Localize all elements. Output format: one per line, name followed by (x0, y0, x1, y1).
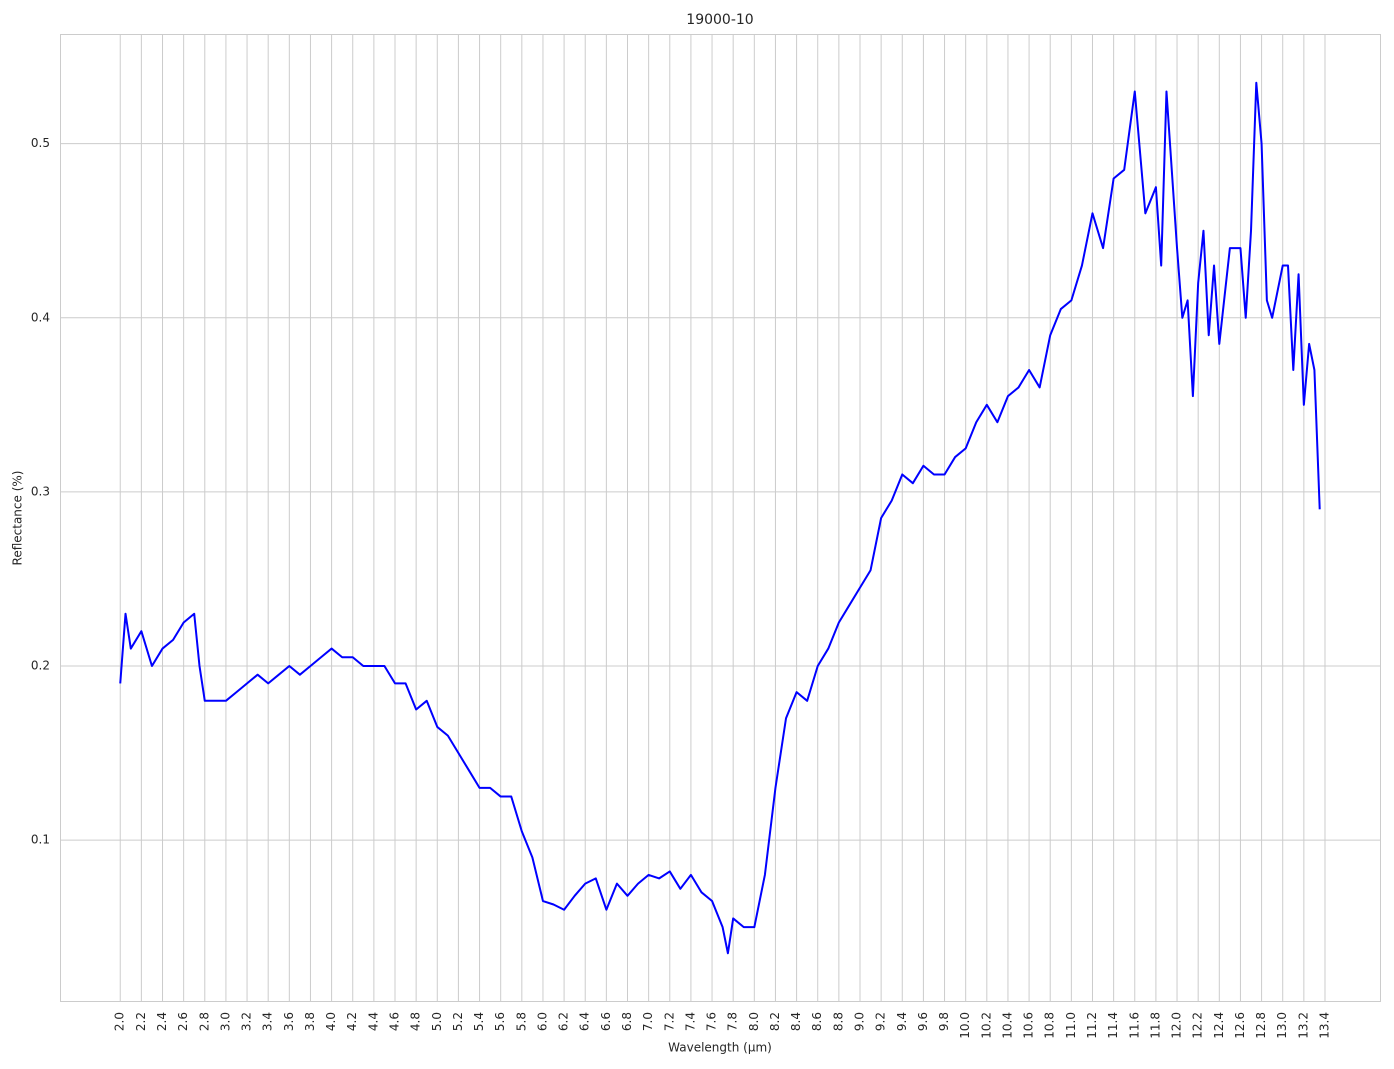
x-tick-label: 13.2 (1296, 1012, 1310, 1039)
x-tick-label: 6.8 (620, 1012, 634, 1031)
y-tick-label: 0.2 (31, 658, 50, 672)
plot-frame (60, 34, 1381, 1002)
x-tick-label: 11.4 (1106, 1012, 1120, 1039)
x-tick-label: 11.2 (1085, 1012, 1099, 1039)
x-tick-label: 2.8 (197, 1012, 211, 1031)
data-line (119, 81, 1321, 955)
x-tick-label: 11.8 (1148, 1012, 1162, 1039)
y-tick-label: 0.3 (31, 484, 50, 498)
x-tick-label: 10.8 (1043, 1012, 1057, 1039)
x-tick-label: 6.6 (599, 1012, 613, 1031)
x-tick-label: 8.0 (747, 1012, 761, 1031)
x-tick-label: 8.4 (789, 1012, 803, 1031)
x-tick-label: 4.4 (366, 1012, 380, 1031)
x-tick-label: 2.6 (176, 1012, 190, 1031)
x-tick-label: 3.0 (218, 1012, 232, 1031)
x-tick-label: 8.6 (810, 1012, 824, 1031)
y-tick-label: 0.4 (31, 310, 50, 324)
x-tick-label: 10.2 (979, 1012, 993, 1039)
x-tick-label: 3.2 (240, 1012, 254, 1031)
x-tick-label: 9.6 (916, 1012, 930, 1031)
x-axis-label: Wavelength (µm) (668, 1041, 772, 1055)
x-tick-label: 5.8 (514, 1012, 528, 1031)
x-tick-label: 13.0 (1275, 1012, 1289, 1039)
x-tick-label: 13.4 (1317, 1012, 1331, 1039)
x-tick-label: 8.2 (768, 1012, 782, 1031)
x-tick-label: 2.4 (155, 1012, 169, 1031)
x-tick-label: 6.0 (535, 1012, 549, 1031)
y-tick-label: 0.5 (31, 136, 50, 150)
x-tick-label: 10.6 (1022, 1012, 1036, 1039)
x-tick-label: 7.6 (705, 1012, 719, 1031)
x-tick-label: 5.6 (493, 1012, 507, 1031)
x-tick-label: 7.2 (662, 1012, 676, 1031)
chart-title: 19000-10 (686, 12, 753, 28)
x-tick-label: 4.2 (345, 1012, 359, 1031)
x-tick-label: 6.4 (578, 1012, 592, 1031)
x-tick-label: 9.0 (852, 1012, 866, 1031)
x-tick-label: 7.0 (641, 1012, 655, 1031)
y-axis-label: Reflectance (%) (11, 471, 25, 566)
x-tick-label: 2.0 (113, 1012, 127, 1031)
x-tick-label: 12.0 (1170, 1012, 1184, 1039)
x-tick-label: 3.8 (303, 1012, 317, 1031)
x-tick-label: 7.8 (726, 1012, 740, 1031)
x-tick-label: 10.0 (958, 1012, 972, 1039)
x-tick-label: 9.2 (874, 1012, 888, 1031)
y-tick-label: 0.1 (31, 833, 50, 847)
x-tick-label: 10.4 (1000, 1012, 1014, 1039)
x-tick-label: 5.0 (430, 1012, 444, 1031)
x-tick-label: 2.2 (134, 1012, 148, 1031)
x-tick-label: 6.2 (557, 1012, 571, 1031)
x-tick-label: 9.8 (937, 1012, 951, 1031)
x-tick-label: 12.4 (1212, 1012, 1226, 1039)
x-tick-label: 4.0 (324, 1012, 338, 1031)
x-tick-label: 4.6 (388, 1012, 402, 1031)
x-tick-label: 11.0 (1064, 1012, 1078, 1039)
x-tick-label: 5.4 (472, 1012, 486, 1031)
x-tick-label: 12.8 (1254, 1012, 1268, 1039)
x-tick-label: 12.6 (1233, 1012, 1247, 1039)
x-tick-label: 11.6 (1127, 1012, 1141, 1039)
x-tick-label: 7.4 (683, 1012, 697, 1031)
x-tick-label: 3.6 (282, 1012, 296, 1031)
x-tick-label: 4.8 (409, 1012, 423, 1031)
x-tick-label: 8.8 (831, 1012, 845, 1031)
x-tick-label: 12.2 (1191, 1012, 1205, 1039)
x-tick-label: 9.4 (895, 1012, 909, 1031)
x-tick-label: 3.4 (261, 1012, 275, 1031)
x-tick-label: 5.2 (451, 1012, 465, 1031)
